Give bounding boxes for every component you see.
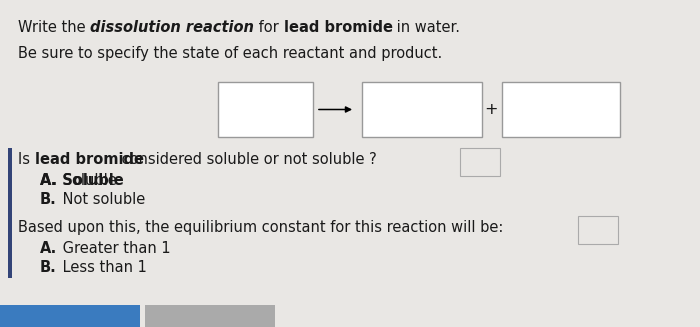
Text: Write the: Write the	[18, 20, 90, 35]
Text: Not soluble: Not soluble	[58, 192, 146, 207]
Text: lead bromide: lead bromide	[284, 20, 393, 35]
Text: A. Soluble: A. Soluble	[40, 173, 124, 188]
Bar	[362, 82, 482, 137]
Text: for: for	[254, 20, 284, 35]
Bar	[502, 82, 620, 137]
Bar	[218, 82, 313, 137]
Text: Soluble: Soluble	[58, 173, 117, 188]
Text: considered soluble or not soluble ?: considered soluble or not soluble ?	[117, 152, 377, 167]
Text: A.: A.	[40, 173, 57, 188]
Text: B.: B.	[40, 260, 57, 275]
Text: dissolution reaction: dissolution reaction	[90, 20, 254, 35]
Bar	[578, 216, 618, 244]
Bar	[145, 305, 275, 327]
Text: Based upon this, the equilibrium constant for this reaction will be:: Based upon this, the equilibrium constan…	[18, 220, 503, 235]
Text: Greater than 1: Greater than 1	[58, 241, 171, 256]
Text: in water.: in water.	[393, 20, 461, 35]
Bar	[460, 148, 500, 176]
Bar	[0, 305, 140, 327]
Text: A.: A.	[40, 241, 57, 256]
Text: +: +	[484, 102, 498, 117]
Text: Less than 1: Less than 1	[58, 260, 147, 275]
Text: Is: Is	[18, 152, 34, 167]
Text: Be sure to specify the state of each reactant and product.: Be sure to specify the state of each rea…	[18, 46, 442, 61]
Bar	[8, 148, 12, 278]
Text: lead bromide: lead bromide	[35, 152, 144, 167]
Text: B.: B.	[40, 192, 57, 207]
